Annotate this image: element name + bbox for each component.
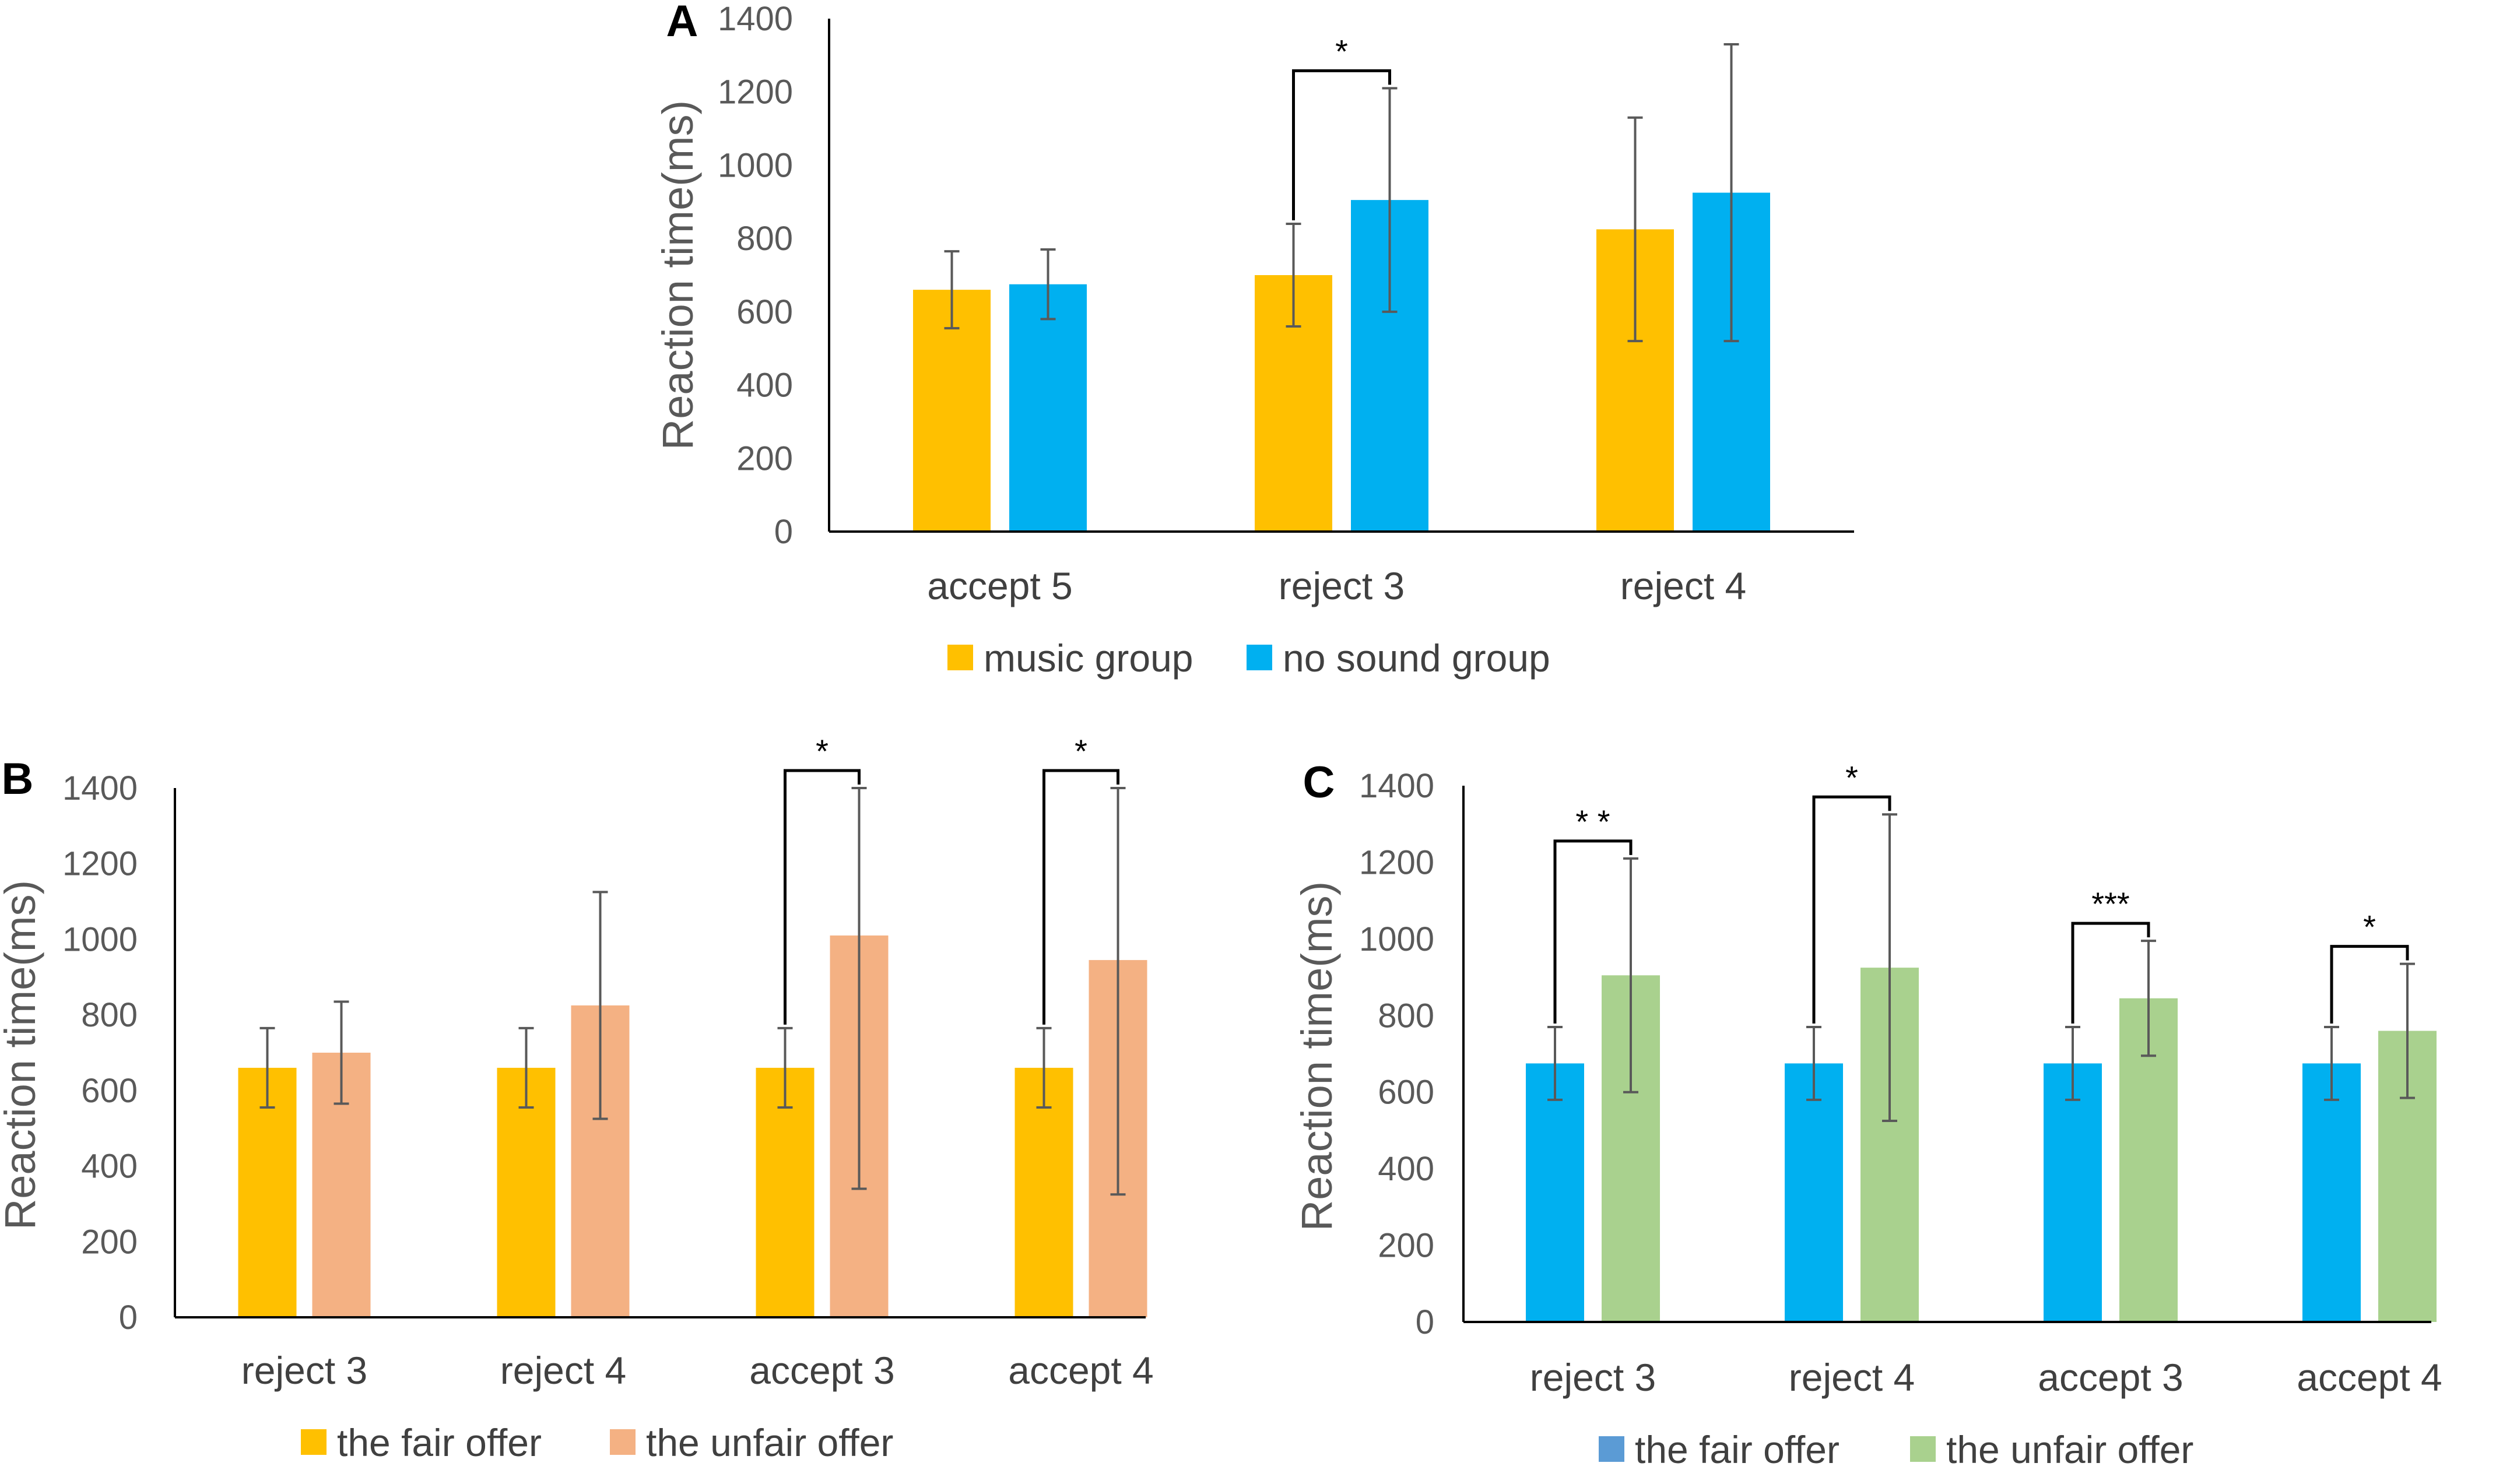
panel-a-y-tick-label: 800 (736, 220, 793, 258)
panel-c-legend-swatch-the-unfair-offer (1910, 1436, 1936, 1462)
panel-b-x-tick-label: reject 4 (500, 1349, 626, 1392)
panel-b-y-tick-label: 1000 (62, 920, 138, 958)
panel-a-y-tick-label: 1000 (718, 146, 793, 184)
panel-c-bar-the-fair-offer-accept-4 (2302, 1063, 2361, 1322)
panel-a-x-tick-label: reject 4 (1620, 564, 1746, 607)
panel-a-bar-music-group-accept-5 (913, 290, 991, 532)
panel-b-label: B (2, 754, 34, 804)
panel-b-legend-swatch-the-fair-offer (301, 1429, 327, 1455)
panel-b-y-tick-label: 1200 (62, 845, 138, 883)
panel-b-y-tick-label: 400 (81, 1148, 138, 1186)
panel-b-legend-label: the unfair offer (646, 1421, 893, 1464)
panel-a-legend-swatch-no-sound-group (1247, 645, 1272, 670)
panel-c-significance-label: * (1845, 759, 1858, 796)
panel-c-significance-label: * (2363, 909, 2376, 945)
panel-a-x-tick-label: accept 5 (927, 564, 1073, 607)
panel-c-significance-bracket (2071, 922, 2150, 1024)
panel-b-significance-label: * (816, 733, 829, 769)
panel-a-significance-label: * (1335, 33, 1348, 69)
panel-b-x-tick-label: accept 3 (749, 1349, 895, 1392)
panel-b-y-tick-label: 800 (81, 996, 138, 1034)
panel-b-x-tick-label: accept 4 (1008, 1349, 1154, 1392)
panel-c-x-tick-label: reject 4 (1789, 1356, 1915, 1399)
panel-b-x-tick-label: reject 3 (241, 1349, 367, 1392)
panel-a-y-tick-label: 1200 (718, 73, 793, 111)
panel-b-y-tick-label: 1400 (62, 769, 138, 807)
panel-c-y-tick-label: 1000 (1359, 920, 1434, 958)
panel-c-significance-label: * * (1575, 803, 1610, 840)
panel-a-legend-swatch-music-group (947, 645, 973, 670)
panel-a-legend-label: music group (984, 636, 1193, 680)
panel-c-x-tick-label: reject 3 (1530, 1356, 1656, 1399)
panel-a-y-tick-label: 0 (774, 513, 793, 551)
panel-a-bar-no-sound-group-accept-5 (1009, 284, 1087, 532)
panel-a-y-tick-label: 600 (736, 293, 793, 331)
panel-a-significance-bracket (1292, 69, 1391, 220)
panel-c-bar-the-fair-offer-reject-3 (1526, 1063, 1584, 1322)
panel-c-x-tick-label: accept 3 (2038, 1356, 2183, 1399)
panel-c-label: C (1303, 758, 1335, 807)
panel-c-legend-swatch-the-fair-offer (1599, 1436, 1624, 1462)
panel-a-x-tick-label: reject 3 (1279, 564, 1405, 607)
panel-a-legend-label: no sound group (1283, 636, 1550, 680)
panel-c-legend-label: the fair offer (1635, 1428, 1840, 1471)
panel-b-bar-the-fair-offer-accept-3 (756, 1067, 815, 1317)
panel-c-y-tick-label: 0 (1416, 1303, 1434, 1341)
panel-b-bar-the-fair-offer-reject-3 (238, 1067, 297, 1317)
panel-b-significance-label: * (1075, 733, 1087, 769)
panel-c-bar-the-fair-offer-accept-3 (2044, 1063, 2102, 1322)
panel-c-y-tick-label: 600 (1378, 1074, 1434, 1112)
panel-b-legend-swatch-the-unfair-offer (610, 1429, 636, 1455)
panel-c-significance-bracket (2330, 945, 2409, 1024)
panel-a-y-tick-label: 200 (736, 439, 793, 477)
panel-c-x-tick-label: accept 4 (2297, 1356, 2442, 1399)
panel-c-legend-label: the unfair offer (1946, 1428, 2193, 1471)
panel-a-y-tick-label: 1400 (718, 0, 793, 38)
panel-c-y-tick-label: 800 (1378, 997, 1434, 1035)
panel-c-y-tick-label: 1200 (1359, 843, 1434, 881)
panel-c-y-tick-label: 1400 (1359, 767, 1434, 805)
panel-b-significance-bracket (1042, 769, 1119, 1025)
panel-b-bar-the-fair-offer-reject-4 (497, 1067, 556, 1317)
panel-a-y-axis-title: Reaction time(ms) (654, 100, 702, 450)
panel-a-label: A (666, 0, 698, 46)
panel-c-significance-label: *** (2091, 885, 2129, 922)
panel-c-y-axis-title: Reaction time(ms) (1293, 881, 1341, 1231)
panel-b-y-tick-label: 600 (81, 1072, 138, 1110)
panel-b-legend-label: the fair offer (337, 1421, 542, 1464)
panel-c-significance-bracket (1812, 795, 1891, 1024)
panel-c-bar-the-fair-offer-reject-4 (1785, 1063, 1843, 1322)
panel-b-y-tick-label: 200 (81, 1223, 138, 1261)
panel-b-y-axis-title: Reaction time(ms) (0, 880, 44, 1230)
panel-b-bar-the-fair-offer-accept-4 (1014, 1067, 1073, 1317)
panel-c-significance-bracket (1553, 839, 1633, 1024)
panel-b-y-tick-label: 0 (119, 1299, 138, 1337)
panel-c-y-tick-label: 400 (1378, 1150, 1434, 1188)
panel-c-y-tick-label: 200 (1378, 1227, 1434, 1265)
panel-a-y-tick-label: 400 (736, 367, 793, 405)
panel-b-significance-bracket (784, 769, 861, 1025)
